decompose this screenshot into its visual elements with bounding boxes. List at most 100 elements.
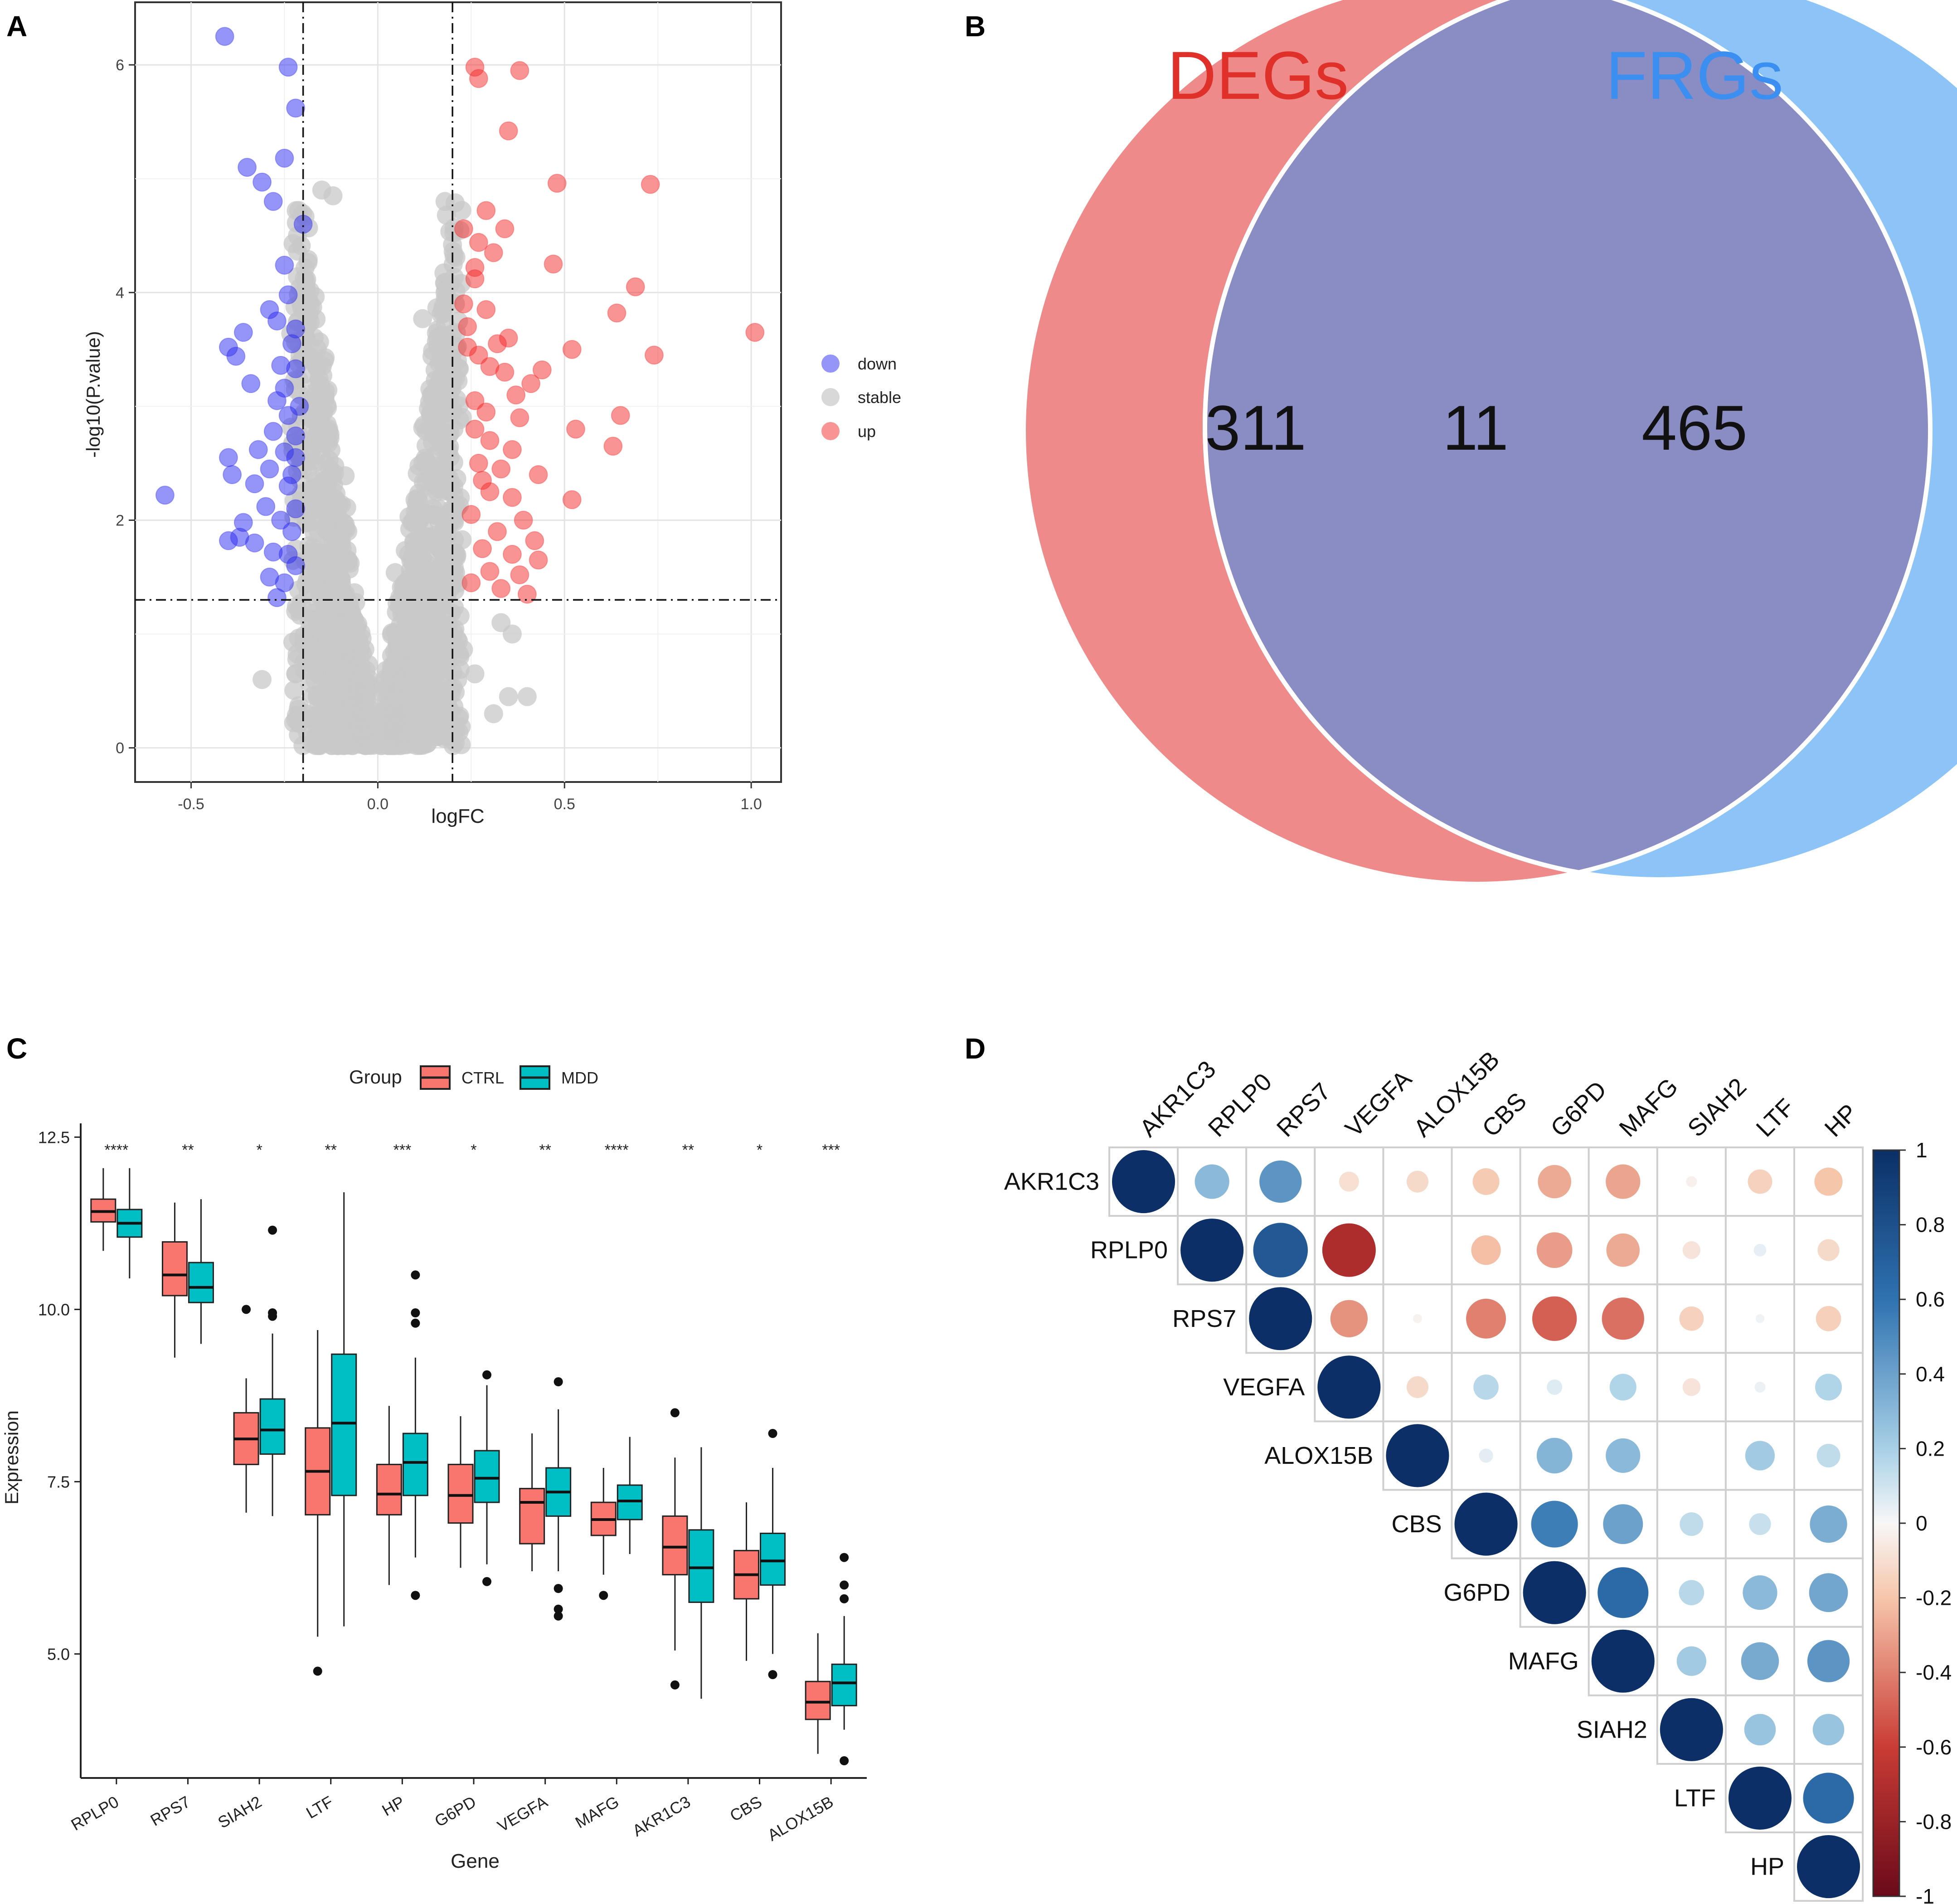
stable-point	[439, 441, 458, 460]
down-point	[267, 588, 287, 607]
stable-point	[340, 554, 360, 573]
correlation-circle	[1471, 1235, 1501, 1265]
correlation-circle	[1536, 1438, 1573, 1474]
up-point	[529, 550, 548, 570]
down-point	[155, 486, 175, 505]
up-point	[502, 488, 522, 507]
stable-point	[403, 593, 422, 612]
down-point	[282, 334, 301, 354]
colorbar-tick-label: 0.4	[1916, 1362, 1945, 1386]
y-tick-label: 4	[116, 284, 124, 301]
up-point	[495, 363, 515, 382]
panel-b-label: B	[965, 10, 986, 43]
correlation-circle	[1386, 1424, 1449, 1487]
correlation-cell	[1656, 1420, 1727, 1491]
outlier-point	[482, 1577, 491, 1586]
stable-genes-cloud	[253, 180, 537, 755]
correlation-circle	[1253, 1223, 1308, 1277]
correlation-circle	[1603, 1504, 1643, 1545]
stable-point	[499, 687, 518, 706]
correlation-circle	[1812, 1714, 1845, 1746]
boxplot-legend-title: Group	[349, 1066, 402, 1088]
stable-point	[517, 687, 537, 706]
stable-point	[423, 389, 443, 408]
mdd-box	[688, 1529, 714, 1603]
legend-ctrl-label: CTRL	[461, 1069, 504, 1087]
column-label: MAFG	[1614, 1073, 1683, 1142]
stable-point	[433, 297, 453, 317]
down-point	[219, 448, 238, 467]
significance-label: ***	[393, 1141, 412, 1159]
correlation-circle	[1413, 1314, 1422, 1323]
outlier-point	[411, 1318, 420, 1328]
x-tick-label: AKR1C3	[629, 1792, 694, 1840]
mdd-box	[617, 1484, 643, 1520]
y-tick-label: 12.5	[38, 1128, 70, 1146]
stable-point	[331, 531, 351, 550]
panel-a-volcano: A -0.5 0.0 0.5 1.0 0 2 4 6 logFC -log10(P.value…	[6, 1, 901, 827]
row-label: RPS7	[1172, 1305, 1236, 1332]
row-label: RPLP0	[1090, 1237, 1168, 1264]
down-point	[286, 556, 306, 575]
stable-point	[484, 704, 503, 724]
down-point	[275, 149, 294, 168]
down-point	[286, 499, 306, 519]
up-point	[521, 374, 541, 393]
up-point	[458, 317, 477, 336]
outlier-point	[411, 1270, 420, 1280]
down-point	[286, 359, 306, 379]
stable-point	[442, 723, 461, 743]
stable-point	[345, 680, 364, 700]
up-point	[484, 243, 503, 262]
stable-point	[310, 400, 329, 420]
correlation-circle	[1523, 1561, 1586, 1624]
mdd-box	[831, 1663, 857, 1706]
correlation-circle	[1606, 1233, 1640, 1267]
panel-a-label: A	[6, 10, 27, 43]
mdd-box	[331, 1353, 357, 1496]
volcano-axis-ticks: -0.5 0.0 0.5 1.0 0 2 4 6	[116, 57, 762, 813]
ctrl-box	[662, 1515, 688, 1576]
outlier-point	[670, 1680, 680, 1690]
down-point	[263, 192, 283, 211]
colorbar-tick-label: -0.6	[1916, 1735, 1952, 1759]
volcano-points	[155, 27, 765, 607]
stable-point	[316, 637, 335, 656]
stable-point	[286, 602, 306, 621]
stable-point	[287, 201, 306, 220]
stable-point	[311, 375, 330, 395]
stable-point	[450, 647, 470, 666]
stable-point	[445, 598, 464, 617]
up-point	[469, 69, 488, 88]
up-point	[476, 201, 496, 220]
up-point	[458, 337, 477, 357]
row-label: MAFG	[1508, 1647, 1579, 1675]
up-point	[476, 300, 496, 319]
down-point	[238, 158, 257, 177]
correlation-circle	[1817, 1239, 1840, 1261]
ctrl-box	[161, 1241, 188, 1297]
mdd-box	[402, 1433, 428, 1496]
up-point	[641, 175, 660, 194]
colorbar-tick-label: 0.8	[1916, 1213, 1945, 1237]
correlation-circle	[1809, 1573, 1848, 1613]
up-point	[644, 345, 664, 365]
correlation-circle	[1406, 1171, 1429, 1193]
correlation-circle	[1741, 1642, 1779, 1680]
stable-point	[401, 551, 421, 570]
correlation-circle	[1743, 1575, 1777, 1610]
volcano-x-axis-label: logFC	[431, 805, 484, 827]
up-point	[502, 544, 522, 564]
stable-point	[283, 234, 303, 253]
significance-label: **	[325, 1141, 336, 1159]
up-point	[495, 219, 515, 238]
correlation-circle	[1816, 1443, 1840, 1467]
up-point	[480, 431, 500, 450]
x-tick-label: LTF	[303, 1792, 336, 1822]
correlation-circle	[1538, 1165, 1571, 1199]
up-point	[465, 391, 485, 410]
y-tick-label: 0	[116, 740, 124, 757]
colorbar-tick-label: -1	[1916, 1885, 1934, 1904]
correlation-circle	[1606, 1438, 1641, 1473]
up-point	[454, 294, 473, 314]
